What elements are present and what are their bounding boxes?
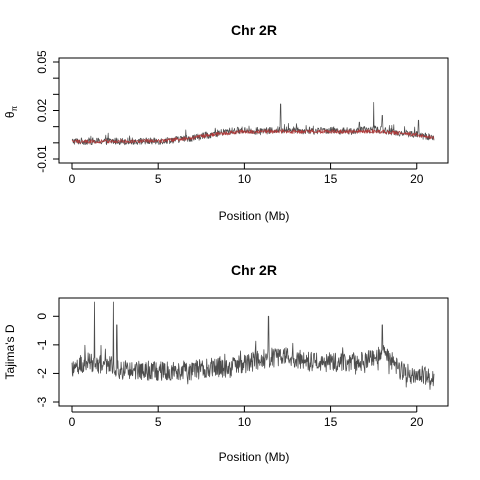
- x-tick-label: 20: [410, 415, 424, 429]
- x-axis-label-tajima: Position (Mb): [219, 450, 290, 464]
- svg-text:θπ: θπ: [3, 105, 19, 118]
- plot-area-theta: [71, 102, 435, 146]
- chart-title-theta: Chr 2R: [231, 22, 277, 38]
- panel-tajima: Chr 2R 0 5 10 15 20 -3 -2 -1 0 Position (Mb) Ta…: [3, 262, 449, 464]
- x-axis-label-theta: Position (Mb): [219, 209, 290, 223]
- x-tick-label: 0: [69, 415, 76, 429]
- plot-area-tajima: [71, 301, 435, 390]
- y-axis-tajima: -3 -2 -1 0: [35, 313, 59, 407]
- y-tick-label: 0.02: [35, 98, 49, 122]
- x-tick-label: 15: [324, 172, 338, 186]
- x-tick-label: 10: [238, 415, 252, 429]
- y-tick-label: -3: [35, 396, 49, 407]
- series-line: [71, 102, 435, 146]
- series-line: [71, 129, 435, 144]
- y-tick-label: -0.01: [35, 145, 49, 173]
- y-tick-label: 0: [35, 313, 49, 320]
- x-tick-label: 0: [69, 172, 76, 186]
- chart-title-tajima: Chr 2R: [231, 262, 277, 278]
- x-tick-label: 15: [324, 415, 338, 429]
- x-tick-label: 20: [410, 172, 424, 186]
- x-tick-label: 5: [155, 415, 162, 429]
- series-line: [71, 301, 435, 390]
- y-tick-label: -1: [35, 339, 49, 350]
- x-axis-tajima: 0 5 10 15 20: [69, 406, 424, 429]
- y-tick-label: -2: [35, 368, 49, 379]
- panel-theta: Chr 2R 0 5 10 15 20 -0.01 0.02 0.05 Position (…: [3, 22, 449, 223]
- x-axis-theta: 0 5 10 15 20: [69, 163, 424, 186]
- y-axis-label-tajima: Tajima's D: [3, 324, 17, 379]
- y-axis-theta: -0.01 0.02 0.05: [35, 50, 59, 173]
- y-axis-label-theta-main: θ: [3, 111, 17, 118]
- x-tick-label: 10: [238, 172, 252, 186]
- y-axis-label-theta: θπ: [3, 105, 19, 118]
- plot-frame-tajima: [58, 297, 449, 407]
- plot-frame-theta: [58, 57, 449, 164]
- y-axis-label-theta-sub: π: [10, 105, 19, 111]
- y-tick-label: 0.05: [35, 50, 49, 74]
- x-tick-label: 5: [155, 172, 162, 186]
